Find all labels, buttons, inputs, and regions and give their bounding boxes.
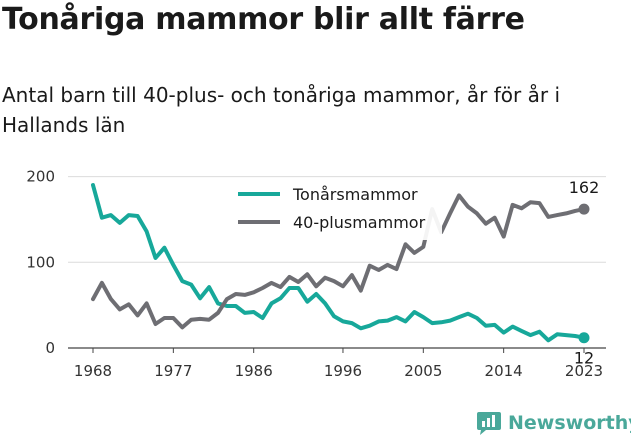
series-lines bbox=[91, 183, 590, 344]
chart-subtitle: Antal barn till 40-plus- och tonåriga ma… bbox=[2, 83, 561, 137]
end-labels: 12 162 bbox=[569, 178, 600, 368]
newsworthy-logo-icon bbox=[477, 412, 501, 435]
y-axis: 0 100 200 bbox=[26, 168, 55, 357]
x-tick-label: 2005 bbox=[404, 362, 442, 380]
grid-lines bbox=[68, 176, 606, 349]
series-end-point[interactable] bbox=[578, 332, 590, 344]
end-value-label: 12 bbox=[574, 349, 594, 368]
line-chart: 0 100 200 1968 1977 1986 1996 2005 2014 2023 Ton… bbox=[26, 168, 606, 380]
x-axis: 1968 1977 1986 1996 2005 2014 2023 bbox=[74, 348, 603, 380]
x-tick-label: 2023 bbox=[565, 362, 603, 380]
legend-background bbox=[232, 180, 442, 240]
x-tick-label: 1968 bbox=[74, 362, 112, 380]
chart-title: Tonåriga mammor blir allt färre bbox=[2, 2, 525, 37]
y-tick-label: 100 bbox=[26, 253, 55, 271]
x-tick-label: 2014 bbox=[485, 362, 523, 380]
x-tick-label: 1996 bbox=[324, 362, 362, 380]
series-end-point[interactable] bbox=[578, 203, 590, 215]
legend-label: 40-plusmammor bbox=[293, 213, 426, 232]
x-tick-label: 1986 bbox=[235, 362, 273, 380]
legend[interactable]: Tonårsmammor 40-plusmammor bbox=[232, 180, 442, 240]
y-tick-label: 0 bbox=[45, 339, 55, 357]
brand[interactable]: Newsworthy bbox=[476, 408, 631, 438]
end-value-label: 162 bbox=[569, 178, 600, 197]
series-line-Tonårsmammor[interactable] bbox=[91, 183, 586, 343]
brand-name: Newsworthy bbox=[508, 412, 631, 434]
y-tick-label: 200 bbox=[26, 168, 55, 186]
x-tick-label: 1977 bbox=[154, 362, 192, 380]
legend-label: Tonårsmammor bbox=[292, 185, 418, 204]
series-line-40-plusmammor[interactable] bbox=[91, 193, 586, 330]
